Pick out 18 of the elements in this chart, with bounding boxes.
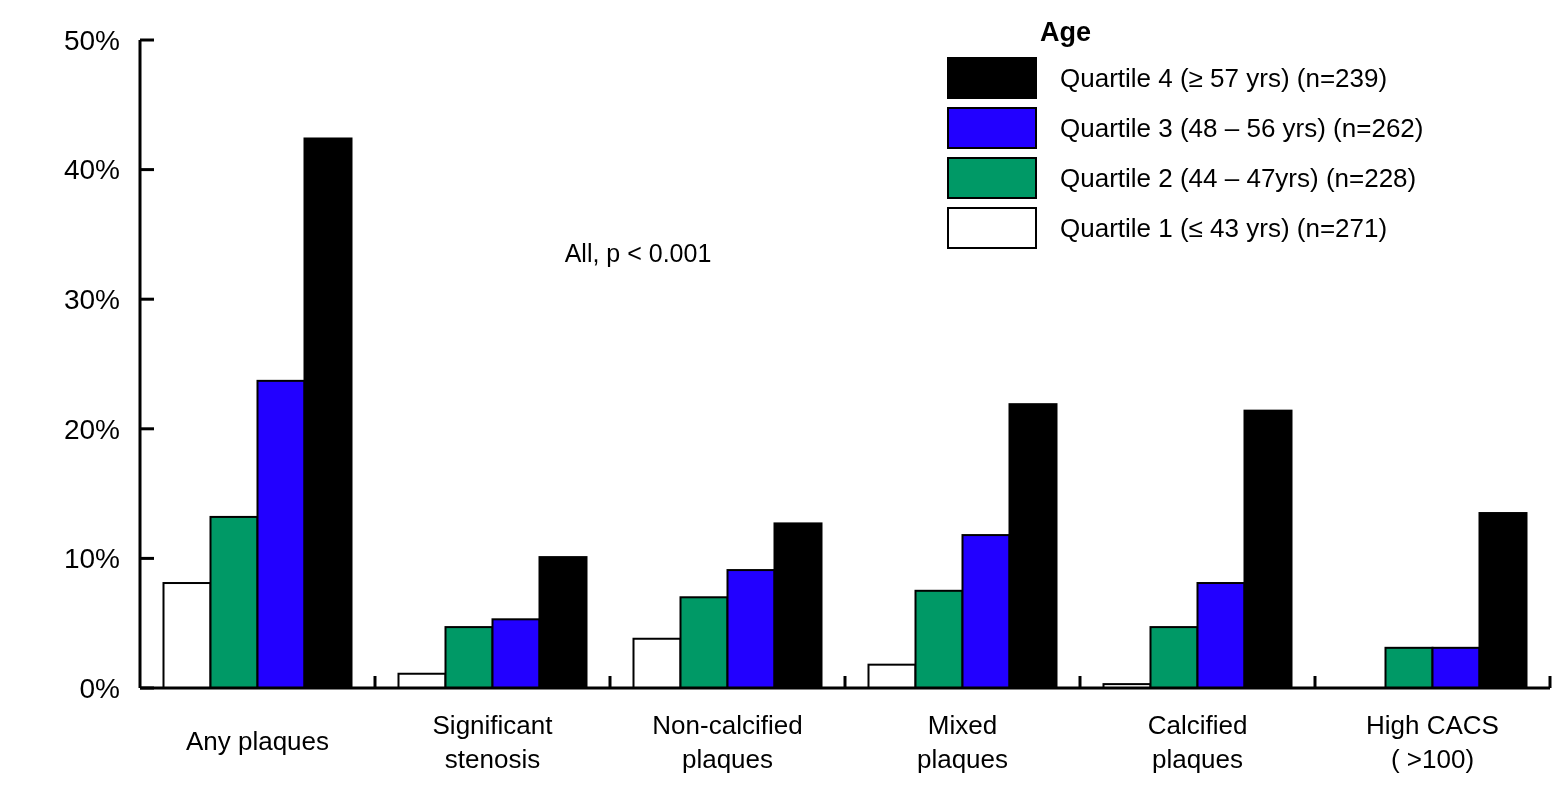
- y-tick-label: 10%: [63, 543, 120, 575]
- y-tick-label: 20%: [63, 413, 120, 445]
- x-tick-label: High CACS ( >100): [1366, 710, 1499, 774]
- legend-label: Quartile 1 (≤ 43 yrs) (n=271): [1060, 213, 1388, 244]
- legend-label: Quartile 4 (≥ 57 yrs) (n=239): [1060, 63, 1388, 94]
- x-tick-label: Calcified plaques: [1147, 710, 1248, 774]
- legend-label: Quartile 2 (44 – 47yrs) (n=228): [1060, 163, 1417, 194]
- x-tick-label: Significant stenosis: [432, 710, 554, 774]
- y-tick-label: 50%: [63, 24, 120, 56]
- annotation: All, p < 0.001: [564, 239, 712, 267]
- x-tick-label: Non-calcified plaques: [652, 710, 803, 774]
- x-tick-label: Any plaques: [185, 726, 330, 756]
- y-tick-label: 40%: [63, 154, 120, 186]
- x-tick-label: Mixed plaques: [916, 710, 1009, 774]
- y-tick-label: 0%: [79, 672, 120, 704]
- legend-label: Quartile 3 (48 – 56 yrs) (n=262): [1060, 113, 1424, 144]
- y-tick-label: 30%: [63, 284, 120, 315]
- legend-title: Age: [1040, 17, 1092, 47]
